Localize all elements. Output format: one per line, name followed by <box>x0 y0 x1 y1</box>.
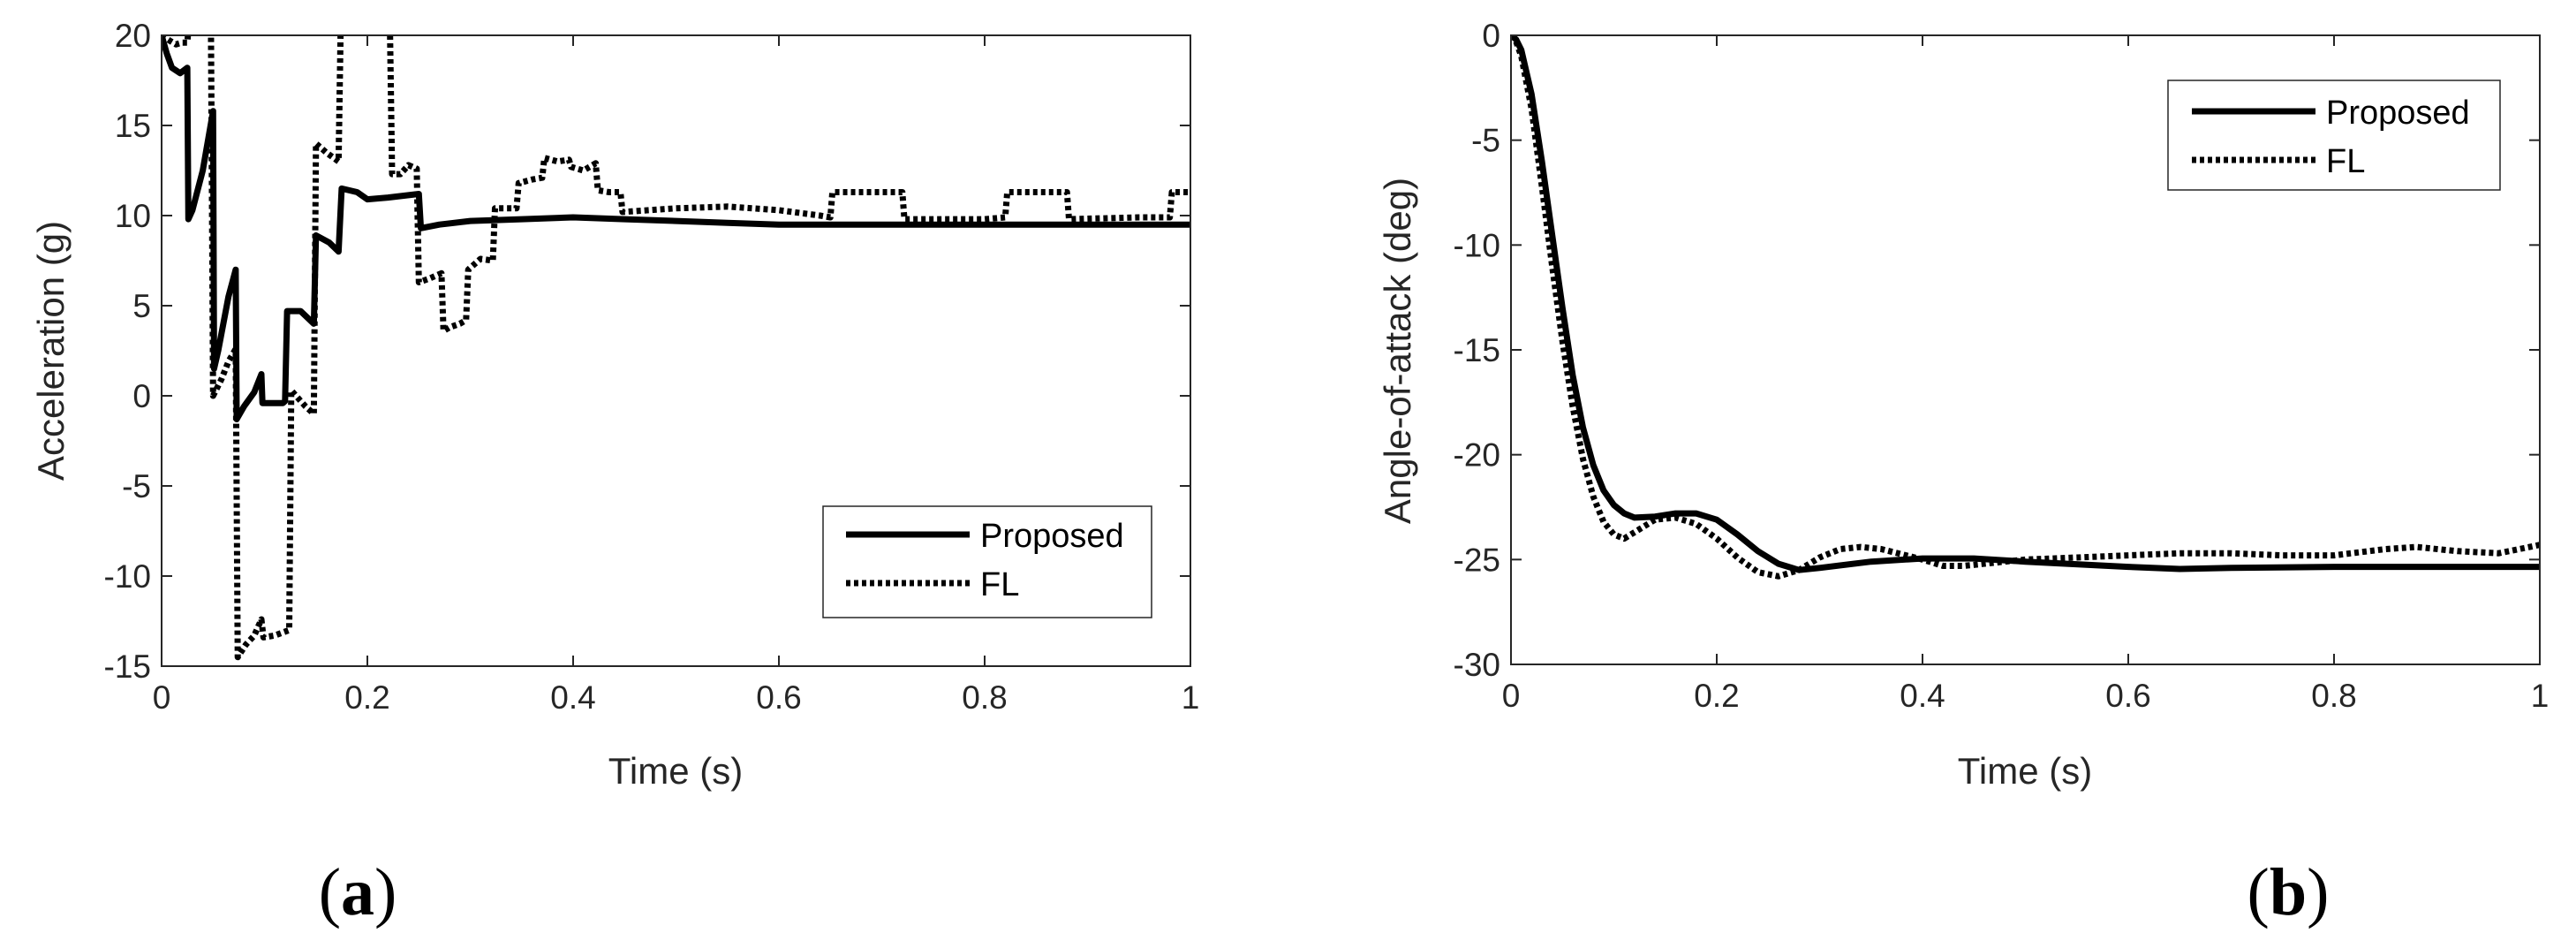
series-line-proposed-b <box>1511 35 2540 573</box>
x-tick-label-a: 0.2 <box>344 679 389 716</box>
y-tick-label-b: -25 <box>1454 542 1500 578</box>
x-tick-label-a: 0.8 <box>962 679 1007 716</box>
x-tick-label-a: 0.6 <box>756 679 801 716</box>
y-tick-label-a: -10 <box>104 558 151 595</box>
x-tick-label-b: 0.6 <box>2105 678 2150 714</box>
axes-box-a <box>161 34 1191 667</box>
y-axis-label-a: Acceleration (g) <box>30 221 72 481</box>
x-tick-label-b: 0.8 <box>2311 678 2356 714</box>
x-axis-label-a: Time (s) <box>608 750 743 792</box>
panel-label-b-letter: b <box>2270 855 2307 929</box>
legend-box-a <box>822 505 1152 618</box>
legend-label-proposed-a: Proposed <box>980 518 1124 555</box>
chart-panel-b: 0 0.2 0.4 0.6 0.8 1 -30 -25 -20 -15 -10 -5 0 Time (s… <box>1377 18 2549 792</box>
x-tick-label-b: 0 <box>1502 678 1521 714</box>
panel-label-a-letter: a <box>341 855 374 929</box>
y-tick-label-b: -5 <box>1471 123 1500 159</box>
x-axis-label-b: Time (s) <box>1958 750 2092 792</box>
x-tick-label-a: 0 <box>153 679 171 716</box>
y-tick-label-a: 10 <box>115 198 151 234</box>
y-tick-label-a: -5 <box>122 468 151 504</box>
legend-label-fl-b: FL <box>2326 143 2365 180</box>
legend-b: Proposed FL <box>2167 80 2501 191</box>
legend-a: Proposed FL <box>822 505 1152 618</box>
axes-box-b <box>1510 34 2541 665</box>
tick-labels-b: 0 0.2 0.4 0.6 0.8 1 -30 -25 -20 -15 -10 -5 0 <box>1454 18 2550 714</box>
y-tick-label-a: -15 <box>104 648 151 685</box>
series-line-fl-b <box>1511 35 2540 580</box>
y-tick-label-a: 0 <box>132 378 151 414</box>
series-layer-b <box>1511 35 2540 580</box>
y-tick-label-a: 15 <box>115 108 151 144</box>
x-tick-label-b: 1 <box>2531 678 2550 714</box>
y-tick-label-a: 5 <box>132 288 151 324</box>
y-tick-label-b: 0 <box>1482 18 1500 54</box>
y-tick-label-b: -10 <box>1454 227 1500 263</box>
x-tick-label-a: 1 <box>1182 679 1200 716</box>
x-tick-label-b: 0.4 <box>1900 678 1945 714</box>
y-tick-label-b: -20 <box>1454 437 1500 474</box>
legend-label-proposed-b: Proposed <box>2326 95 2470 132</box>
tick-labels-a: 0 0.2 0.4 0.6 0.8 1 -15 -10 -5 0 5 10 15 20 <box>104 18 1200 716</box>
legend-label-fl-a: FL <box>980 566 1019 603</box>
y-axis-label-b: Angle-of-attack (deg) <box>1377 178 1418 524</box>
y-tick-label-a: 20 <box>115 18 151 54</box>
y-tick-label-b: -15 <box>1454 332 1500 368</box>
y-tick-label-b: -30 <box>1454 647 1500 683</box>
series-line-proposed-a <box>162 35 1190 422</box>
x-tick-label-a: 0.4 <box>550 679 595 716</box>
x-tick-label-b: 0.2 <box>1694 678 1739 714</box>
panel-label-b: (b) <box>2247 855 2330 929</box>
panel-label-a: (a) <box>319 855 397 929</box>
legend-box-b <box>2167 80 2501 191</box>
series-layer-a <box>162 35 1190 661</box>
